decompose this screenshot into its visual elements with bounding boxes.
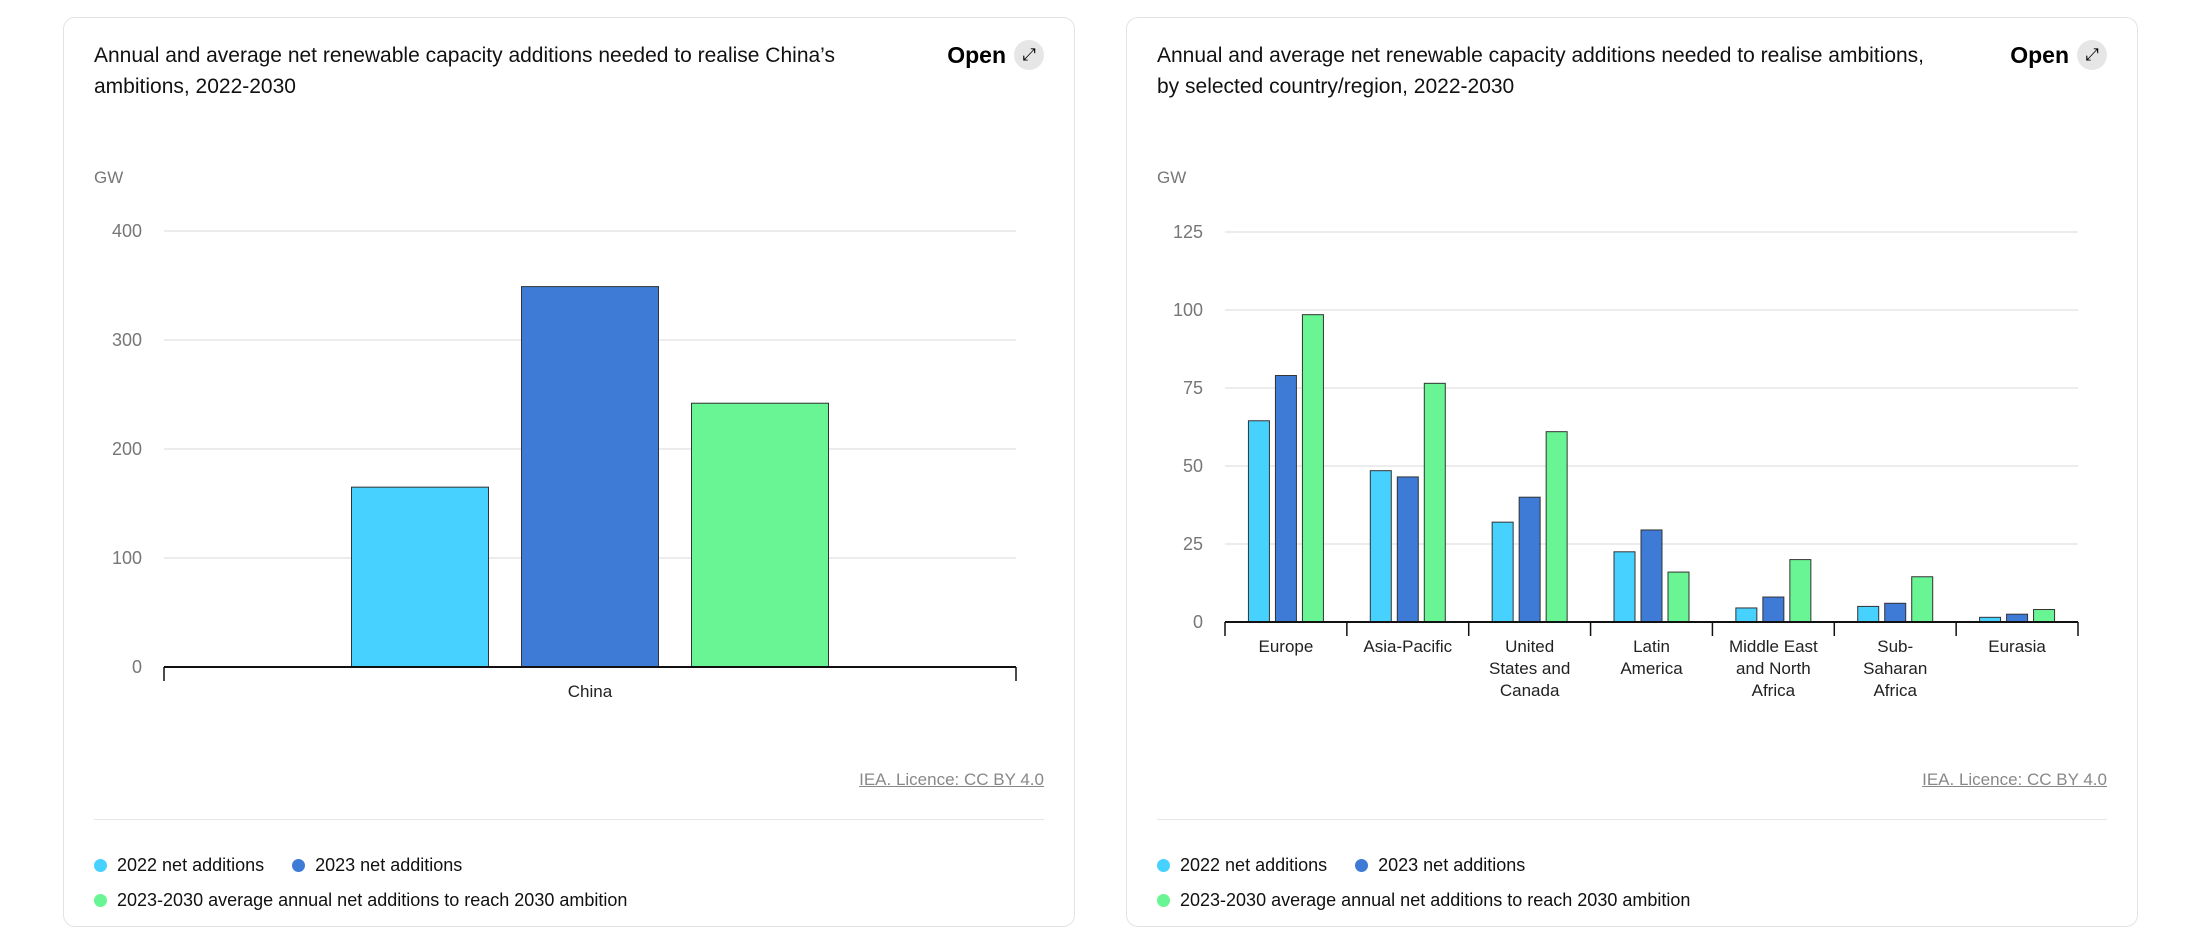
legend-row: 2023-2030 average annual net additions t…	[94, 890, 627, 911]
divider	[1157, 819, 2107, 820]
bar-2023	[1518, 496, 1541, 623]
legend-label-2022: 2022 net additions	[117, 855, 265, 875]
expand-arrow-icon: ⤢	[1014, 40, 1044, 70]
legend-row: 2022 net additions 2023 net additions	[94, 855, 462, 876]
x-tick-label: Latin	[1633, 637, 1670, 656]
y-axis-unit: GW	[1157, 168, 1186, 187]
bar-chart-china: GW 0 100 200 300 400 China	[94, 168, 1017, 701]
y-tick-label: 300	[112, 330, 142, 350]
bar-2022	[1491, 521, 1514, 623]
x-tick-label: Saharan	[1863, 659, 1927, 678]
legend-label-2022: 2022 net additions	[1180, 855, 1328, 875]
legend-dot-2022	[1157, 859, 1170, 872]
bar-2022	[1247, 420, 1270, 623]
chart-card-china: Annual and average net renewable capacit…	[63, 17, 1075, 927]
y-tick-label: 25	[1183, 534, 1203, 554]
legend-row: 2023-2030 average annual net additions t…	[1157, 890, 1690, 911]
legend-label-average: 2023-2030 average annual net additions t…	[1180, 890, 1691, 910]
licence-link[interactable]: IEA. Licence: CC BY 4.0	[859, 770, 1044, 789]
legend-dot-2023	[292, 859, 306, 872]
bar-2023	[1396, 476, 1419, 623]
legend-dot-2022	[94, 859, 107, 872]
bar-chart-regions: GW 0 25 50 75 100 125 Europe Asia-Pacific United S…	[1157, 168, 2079, 700]
bar-2022	[351, 486, 489, 668]
y-tick-label: 400	[112, 221, 142, 241]
bar-2023	[1640, 529, 1663, 623]
x-tick-label: Canada	[1500, 681, 1560, 700]
x-tick-label: and North	[1736, 659, 1811, 678]
bar-average	[1423, 382, 1446, 623]
bar-2022	[1613, 551, 1636, 623]
licence-link[interactable]: IEA. Licence: CC BY 4.0	[1922, 770, 2107, 789]
x-tick-label: Asia-Pacific	[1363, 637, 1452, 656]
bar-2023	[1884, 602, 1907, 623]
bar-2023	[521, 286, 659, 668]
y-tick-label: 200	[112, 439, 142, 459]
x-tick-label: States and	[1489, 659, 1570, 678]
open-button[interactable]: Open ⤢	[2010, 40, 2107, 70]
bar-2022	[1369, 470, 1392, 623]
x-tick-label: United	[1505, 637, 1554, 656]
bar-average	[1545, 431, 1568, 623]
expand-arrow-icon: ⤢	[2077, 40, 2107, 70]
x-tick-label: Middle East	[1729, 637, 1818, 656]
chart-title: Annual and average net renewable capacit…	[1157, 44, 1925, 98]
y-tick-label: 75	[1183, 378, 1203, 398]
open-label: Open	[2010, 41, 2069, 68]
bar-2022	[1857, 605, 1880, 623]
x-tick-label: Europe	[1259, 637, 1314, 656]
y-tick-label: 0	[132, 657, 142, 677]
bar-2023	[1762, 596, 1785, 623]
x-tick-label: China	[568, 682, 613, 701]
legend-dot-average	[1157, 894, 1170, 907]
y-tick-label: 100	[1173, 300, 1203, 320]
legend-dot-average	[94, 894, 107, 907]
open-button[interactable]: Open ⤢	[947, 40, 1044, 70]
y-tick-label: 100	[112, 548, 142, 568]
y-tick-label: 125	[1173, 222, 1203, 242]
legend-label-2023: 2023 net additions	[1378, 855, 1526, 875]
legend-label-average: 2023-2030 average annual net additions t…	[117, 890, 628, 910]
bar-2023	[2006, 613, 2029, 623]
x-tick-label: Africa	[1873, 681, 1917, 700]
open-label: Open	[947, 41, 1006, 68]
x-tick-label: Eurasia	[1988, 637, 2046, 656]
y-tick-label: 50	[1183, 456, 1203, 476]
bar-2023	[1274, 375, 1297, 623]
divider	[94, 819, 1044, 820]
y-tick-label: 0	[1193, 612, 1203, 632]
bar-average	[1789, 559, 1812, 623]
x-tick-label: Africa	[1752, 681, 1796, 700]
x-tick-label: Sub-	[1877, 637, 1913, 656]
legend-label-2023: 2023 net additions	[315, 855, 463, 875]
bar-average	[1911, 576, 1934, 623]
bar-average	[691, 402, 829, 668]
chart-title: Annual and average net renewable capacit…	[94, 44, 835, 98]
chart-card-regions: Annual and average net renewable capacit…	[1126, 17, 2138, 927]
bar-average	[1301, 314, 1324, 623]
legend-dot-2023	[1355, 859, 1369, 872]
legend-row: 2022 net additions 2023 net additions	[1157, 855, 1525, 876]
bar-average	[2033, 609, 2056, 623]
bar-average	[1667, 571, 1690, 623]
bar-2022	[1735, 607, 1758, 623]
x-tick-label: America	[1620, 659, 1683, 678]
y-axis-unit: GW	[94, 168, 123, 187]
